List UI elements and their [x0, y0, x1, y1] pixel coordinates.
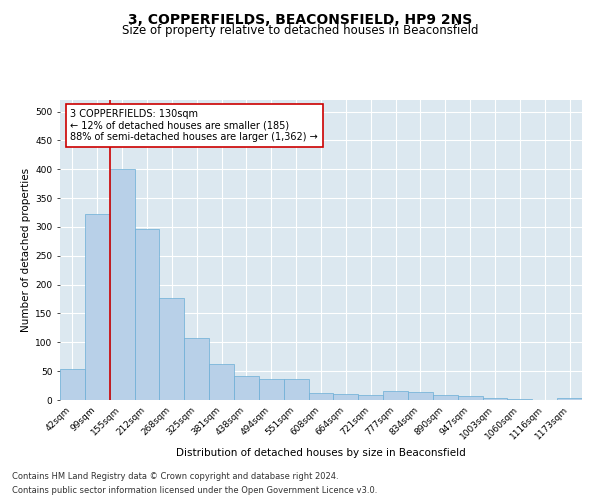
- Bar: [308, 393, 334, 400]
- Bar: [85, 214, 110, 400]
- Bar: [184, 338, 209, 400]
- Text: Size of property relative to detached houses in Beaconsfield: Size of property relative to detached ho…: [122, 24, 478, 37]
- Bar: [259, 378, 284, 400]
- Bar: [234, 376, 259, 400]
- Y-axis label: Number of detached properties: Number of detached properties: [21, 168, 31, 332]
- Bar: [209, 364, 234, 400]
- Bar: [160, 298, 184, 400]
- Text: Contains HM Land Registry data © Crown copyright and database right 2024.: Contains HM Land Registry data © Crown c…: [12, 472, 338, 481]
- Text: 3, COPPERFIELDS, BEACONSFIELD, HP9 2NS: 3, COPPERFIELDS, BEACONSFIELD, HP9 2NS: [128, 12, 472, 26]
- Bar: [284, 379, 308, 400]
- Bar: [110, 168, 134, 400]
- Bar: [433, 396, 458, 400]
- Text: Contains public sector information licensed under the Open Government Licence v3: Contains public sector information licen…: [12, 486, 377, 495]
- Text: Distribution of detached houses by size in Beaconsfield: Distribution of detached houses by size …: [176, 448, 466, 458]
- Bar: [334, 394, 358, 400]
- Text: 3 COPPERFIELDS: 130sqm
← 12% of detached houses are smaller (185)
88% of semi-de: 3 COPPERFIELDS: 130sqm ← 12% of detached…: [70, 109, 318, 142]
- Bar: [358, 396, 383, 400]
- Bar: [482, 398, 508, 400]
- Bar: [383, 392, 408, 400]
- Bar: [408, 392, 433, 400]
- Bar: [134, 229, 160, 400]
- Bar: [458, 396, 482, 400]
- Bar: [60, 369, 85, 400]
- Bar: [557, 398, 582, 400]
